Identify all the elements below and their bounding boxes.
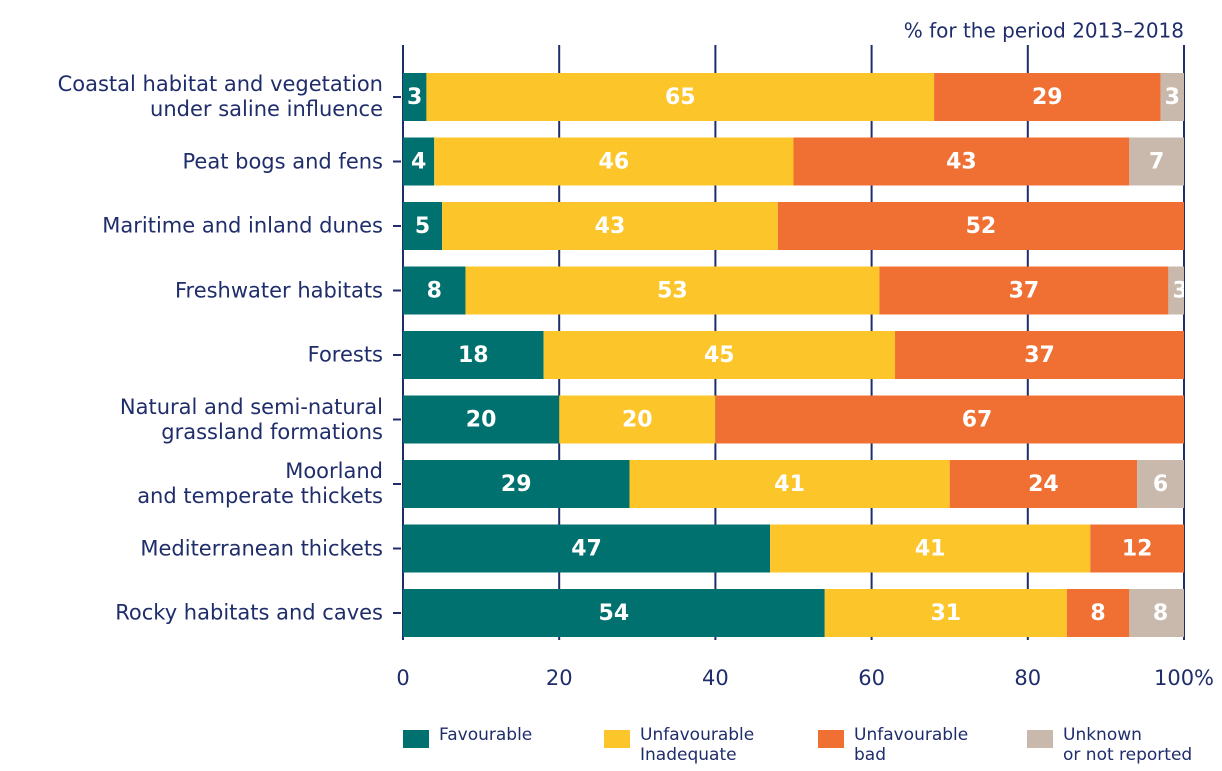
y-tick-label: Natural and semi-natural grassland forma… xyxy=(119,394,383,444)
value-label: 29 xyxy=(1032,85,1063,110)
x-tick-label: 0 xyxy=(396,666,409,690)
value-label: 24 xyxy=(1028,472,1059,497)
value-label: 5 xyxy=(1196,343,1211,368)
bar-segment xyxy=(559,395,716,444)
legend-swatch xyxy=(604,730,630,748)
y-tick-label: Mediterranean thickets xyxy=(140,535,383,560)
bar-segment xyxy=(543,331,896,379)
value-label: 65 xyxy=(665,85,696,110)
y-tick-label: Freshwater habitats xyxy=(174,277,383,302)
value-label: 45 xyxy=(704,343,735,368)
bar-segment xyxy=(879,266,1169,315)
legend-swatch xyxy=(403,730,429,748)
y-tick-label: Coastal habitat and vegetation under sal… xyxy=(57,71,383,121)
y-tick-label: Peat bogs and fens xyxy=(182,148,383,173)
value-label: 43 xyxy=(946,150,977,175)
bar-segment xyxy=(1137,460,1184,508)
bar-segment xyxy=(1184,331,1222,379)
y-tick-label: Maritime and inland dunes xyxy=(102,213,383,238)
bar-segment xyxy=(1129,137,1184,186)
x-tick-label: 80 xyxy=(1014,666,1041,690)
bar-segment xyxy=(403,73,427,121)
bar-segment xyxy=(895,331,1184,379)
bar-segment xyxy=(403,331,544,379)
value-label: 37 xyxy=(1024,343,1055,368)
value-label: 3 xyxy=(1165,85,1180,110)
bar-segment xyxy=(403,524,771,573)
value-label: 20 xyxy=(622,408,653,433)
value-label: 6 xyxy=(1153,472,1168,497)
value-label: 8 xyxy=(427,279,442,304)
bar-segment xyxy=(629,460,950,508)
bar-segment xyxy=(715,395,1184,444)
value-label: 67 xyxy=(962,408,993,433)
legend-label: Unfavourable bad xyxy=(854,725,969,765)
bar-segment xyxy=(793,137,1130,186)
bar-segment xyxy=(434,137,794,186)
bar-segment xyxy=(934,73,1161,121)
x-tick-label: 100% xyxy=(1154,666,1214,690)
value-label: 8 xyxy=(1153,601,1168,626)
chart-subtitle: % for the period 2013–2018 xyxy=(904,19,1184,43)
value-label: 31 xyxy=(930,601,961,626)
value-label: 20 xyxy=(466,408,497,433)
value-label: 53 xyxy=(657,279,688,304)
value-label: 3 xyxy=(1172,279,1187,304)
bar-segment xyxy=(824,589,1067,637)
legend-swatch xyxy=(818,730,844,748)
bar-segment xyxy=(949,460,1138,508)
value-label: 18 xyxy=(458,343,489,368)
bar-segment xyxy=(1066,589,1130,637)
bar-segment xyxy=(403,395,560,444)
bar-segment xyxy=(465,266,880,315)
x-tick-label: 60 xyxy=(858,666,885,690)
bar-segment xyxy=(1090,524,1184,573)
value-label: 8 xyxy=(1090,601,1105,626)
value-label: 41 xyxy=(915,537,946,562)
value-label: 3 xyxy=(407,85,422,110)
value-label: 46 xyxy=(599,150,630,175)
bar-segment xyxy=(1129,589,1184,637)
x-tick-label: 20 xyxy=(546,666,573,690)
value-label: 5 xyxy=(415,214,430,239)
x-tick-label: 40 xyxy=(702,666,729,690)
value-label: 43 xyxy=(595,214,626,239)
bar-segment xyxy=(403,202,443,250)
y-tick-label: Forests xyxy=(307,342,383,367)
bar-segment xyxy=(1168,266,1184,315)
bar-segment xyxy=(426,73,935,121)
legend-label: Favourable xyxy=(439,725,533,745)
bar-segment xyxy=(403,266,466,315)
bar-segment xyxy=(1160,73,1184,121)
value-label: 29 xyxy=(501,472,532,497)
value-label: 12 xyxy=(1122,537,1153,562)
bars: 3652934464375435285337318453752020672294… xyxy=(403,73,1222,637)
value-label: 52 xyxy=(966,214,997,239)
value-label: 4 xyxy=(411,150,426,175)
bar-segment xyxy=(442,202,778,250)
bar-segment xyxy=(403,589,825,637)
bar-segment xyxy=(770,524,1091,573)
value-label: 54 xyxy=(599,601,630,626)
value-label: 41 xyxy=(774,472,805,497)
y-tick-label: Rocky habitats and caves xyxy=(115,600,383,625)
legend-label: Unfavourable Inadequate xyxy=(640,725,755,765)
value-label: 7 xyxy=(1149,150,1164,175)
value-label: 37 xyxy=(1009,279,1040,304)
value-label: 47 xyxy=(571,537,602,562)
y-tick-label: Moorland and temperate thickets xyxy=(137,458,383,508)
bar-segment xyxy=(777,202,1184,250)
legend-swatch xyxy=(1027,730,1053,748)
legend-label: Unknown or not reported xyxy=(1063,725,1193,765)
bar-segment xyxy=(403,460,630,508)
bar-segment xyxy=(403,137,435,186)
